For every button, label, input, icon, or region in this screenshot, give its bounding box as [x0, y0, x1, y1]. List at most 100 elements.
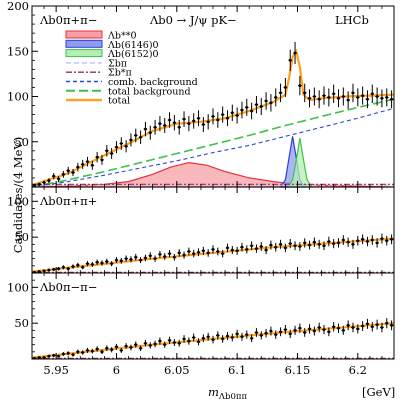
data-marker [197, 116, 200, 120]
data-marker [177, 341, 181, 345]
data-marker [66, 351, 70, 355]
data-marker [308, 243, 311, 247]
data-point [109, 347, 114, 353]
data-point [240, 242, 244, 252]
data-marker [230, 248, 234, 252]
data-marker [274, 333, 278, 337]
panel-label-pipp: Λb0π+π+ [39, 194, 97, 208]
data-point [133, 128, 138, 143]
data-marker [95, 260, 99, 264]
data-point [288, 49, 293, 72]
data-point [254, 244, 259, 253]
data-marker [255, 247, 258, 251]
data-point [375, 87, 379, 106]
data-point [389, 90, 394, 109]
data-marker [187, 339, 191, 343]
data-marker [177, 125, 181, 129]
data-marker [100, 350, 104, 354]
data-point [389, 234, 394, 245]
data-marker [303, 91, 307, 95]
data-marker [90, 263, 94, 266]
axis-ticks: 50 100 [7, 187, 395, 273]
data-marker [61, 172, 65, 176]
data-point [90, 261, 95, 267]
data-point [384, 318, 389, 329]
legend-swatch [65, 30, 103, 39]
data-point [201, 117, 206, 133]
data-marker [312, 240, 316, 244]
data-marker [370, 325, 374, 329]
legend-entry: total [66, 96, 130, 107]
data-point [244, 330, 249, 339]
data-point [37, 270, 42, 273]
data-point [230, 246, 235, 255]
data-marker [337, 241, 340, 245]
data-marker [206, 335, 210, 339]
data-point [66, 166, 70, 175]
data-point [264, 246, 268, 255]
data-points [32, 318, 394, 360]
data-marker [110, 348, 114, 352]
data-point [346, 320, 350, 331]
data-point [162, 341, 167, 348]
data-marker [100, 158, 104, 162]
data-marker [226, 334, 229, 338]
data-marker [66, 169, 70, 173]
data-marker [139, 135, 143, 139]
x-axis-title-symbol: m [208, 385, 219, 399]
data-point [288, 239, 293, 249]
data-marker [216, 333, 220, 337]
data-marker [168, 252, 171, 256]
data-marker [33, 183, 36, 187]
data-point [278, 83, 283, 103]
data-point [327, 327, 331, 337]
data-marker [303, 331, 307, 334]
data-point [322, 325, 326, 335]
data-marker [168, 118, 171, 122]
data-marker [110, 262, 114, 266]
data-marker [240, 335, 244, 339]
y-tick-label: 150 [7, 44, 29, 58]
data-marker [221, 113, 225, 116]
data-point [47, 178, 51, 184]
data-point [177, 339, 182, 347]
data-marker [66, 267, 70, 271]
x-tick-label: 5.95 [43, 363, 69, 377]
legend-entry: Λb(6152)0 [65, 49, 159, 60]
data-point [71, 352, 75, 357]
data-point [61, 352, 66, 356]
data-marker [327, 96, 331, 99]
data-point [331, 84, 336, 103]
data-point [293, 42, 297, 65]
decay-label: Λb0 → J/ψ pK− [149, 13, 237, 27]
data-point [129, 256, 133, 263]
data-marker [115, 258, 118, 262]
data-marker [201, 249, 205, 253]
data-marker [245, 247, 249, 251]
panel-label-pipm: Λb0π+π− [39, 13, 97, 27]
panel-bottom: 50 100 Λb0π−π− [7, 273, 395, 360]
data-point [196, 338, 201, 346]
data-point [293, 241, 297, 251]
data-point [365, 90, 370, 109]
data-marker [144, 256, 147, 260]
data-marker [153, 125, 157, 129]
data-point [124, 343, 128, 350]
data-point [312, 326, 317, 336]
data-marker [100, 261, 104, 265]
data-point [206, 249, 210, 257]
data-point [138, 257, 143, 264]
data-point [85, 156, 90, 167]
data-point [220, 106, 225, 123]
data-point [47, 354, 51, 358]
data-marker [390, 237, 393, 241]
data-marker [110, 152, 114, 155]
legend-entry: Λb**0 [65, 30, 137, 42]
data-point [119, 137, 124, 150]
data-point [187, 116, 191, 132]
legend-label: comb. background [108, 77, 198, 88]
data-marker [346, 98, 350, 102]
experiment-label: LHCb [335, 13, 369, 27]
data-point [273, 242, 278, 252]
